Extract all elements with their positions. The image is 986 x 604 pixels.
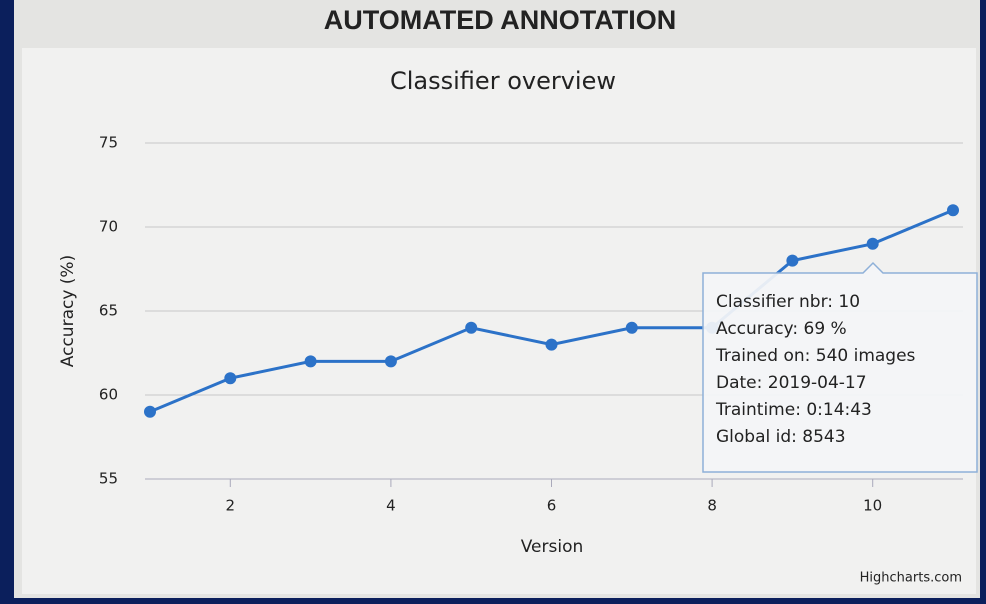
- point: [625, 321, 638, 334]
- chart-title: Classifier overview: [390, 67, 616, 95]
- tooltip-line: Global id: 8543: [716, 427, 846, 447]
- x-tick-label: 10: [863, 497, 882, 515]
- point: [384, 355, 397, 368]
- point: [786, 254, 799, 267]
- y-tick-label: 75: [99, 134, 118, 152]
- x-axis-label: Version: [521, 537, 584, 557]
- y-axis-label: Accuracy (%): [58, 255, 78, 367]
- point: [545, 338, 558, 351]
- tooltip-line: Traintime: 0:14:43: [715, 400, 872, 420]
- point: [224, 372, 237, 385]
- x-tick-label: 6: [547, 497, 557, 515]
- x-tick-label: 4: [386, 497, 396, 515]
- point: [465, 321, 478, 334]
- point: [866, 237, 879, 250]
- y-tick-label: 55: [99, 470, 118, 488]
- credit: Highcharts.com: [860, 571, 962, 586]
- tooltip-line: Classifier nbr: 10: [716, 292, 860, 312]
- tooltip: Classifier nbr: 10 Accuracy: 69 % Trained …: [702, 261, 978, 473]
- point: [947, 204, 959, 217]
- y-tick-label: 65: [99, 302, 118, 320]
- tooltip-line: Trained on: 540 images: [715, 346, 916, 366]
- tooltip-line: Date: 2019-04-17: [716, 373, 867, 393]
- y-tick-label: 60: [99, 386, 118, 404]
- y-tick-label: 70: [99, 218, 118, 236]
- header: AUTOMATED ANNOTATION: [324, 5, 676, 35]
- point: [304, 355, 317, 368]
- tooltip-line: Accuracy: 69 %: [716, 319, 847, 339]
- x-tick-label: 2: [226, 497, 236, 515]
- tooltip-box: [702, 261, 978, 473]
- plot: 55 60 65 70 75 2 4 6 8 10: [99, 134, 963, 515]
- x-tick-label: 8: [707, 497, 717, 515]
- point: [144, 405, 156, 418]
